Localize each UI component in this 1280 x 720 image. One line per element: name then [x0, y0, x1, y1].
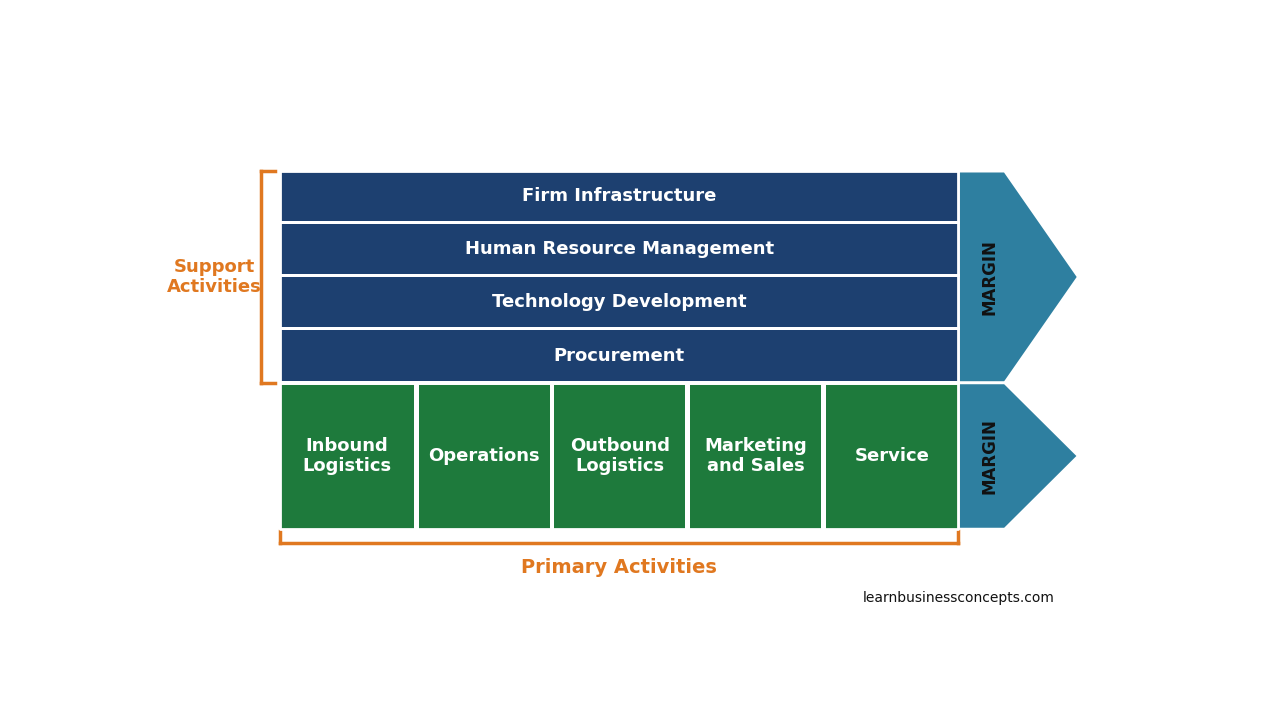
- Polygon shape: [280, 171, 959, 221]
- Text: Outbound
Logistics: Outbound Logistics: [570, 436, 669, 475]
- Polygon shape: [280, 277, 959, 327]
- Polygon shape: [959, 171, 1078, 383]
- Text: Operations: Operations: [429, 447, 540, 465]
- Text: MARGIN: MARGIN: [980, 418, 998, 494]
- Polygon shape: [280, 383, 415, 529]
- Polygon shape: [554, 383, 686, 529]
- Polygon shape: [959, 383, 1078, 529]
- Text: MARGIN: MARGIN: [980, 239, 998, 315]
- Text: Marketing
and Sales: Marketing and Sales: [704, 436, 806, 475]
- Polygon shape: [826, 383, 959, 529]
- Text: Technology Development: Technology Development: [492, 293, 746, 311]
- Text: Primary Activities: Primary Activities: [521, 558, 717, 577]
- Text: Service: Service: [855, 447, 929, 465]
- Text: learnbusinessconcepts.com: learnbusinessconcepts.com: [863, 591, 1055, 606]
- Text: Human Resource Management: Human Resource Management: [465, 240, 773, 258]
- Text: Procurement: Procurement: [554, 346, 685, 364]
- Polygon shape: [280, 224, 959, 274]
- Polygon shape: [280, 330, 959, 382]
- Polygon shape: [419, 383, 550, 529]
- Text: Support
Activities: Support Activities: [166, 258, 261, 297]
- Polygon shape: [690, 383, 820, 529]
- Text: Inbound
Logistics: Inbound Logistics: [302, 436, 392, 475]
- Text: Firm Infrastructure: Firm Infrastructure: [522, 187, 717, 205]
